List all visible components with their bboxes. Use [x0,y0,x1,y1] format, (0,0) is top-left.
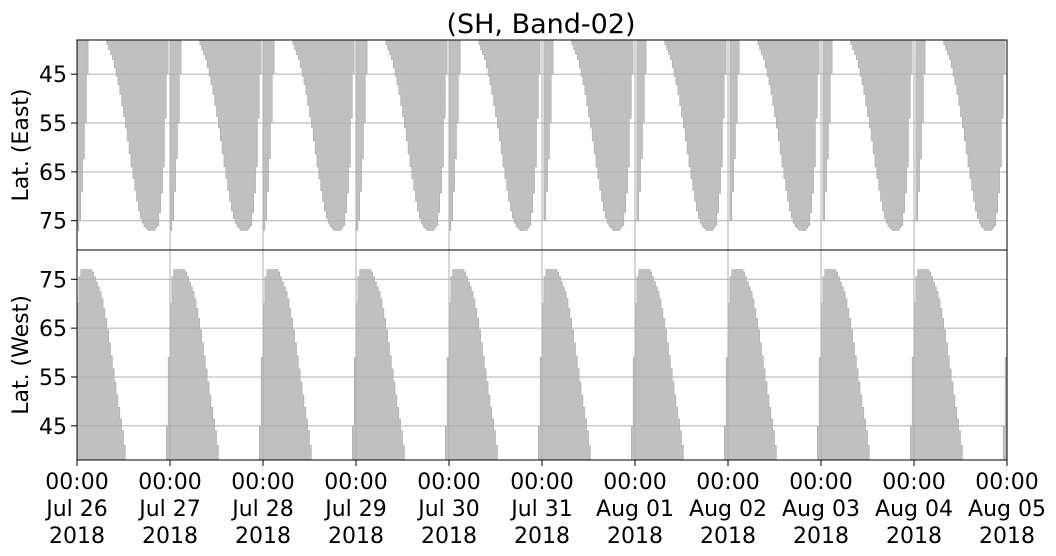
xtick-label: 00:00 [231,470,294,495]
xtick-label: Aug 05 [968,497,1046,522]
xtick-label: 00:00 [603,470,666,495]
coverage-fragment [559,298,562,314]
panel-east-coverage [77,40,1007,250]
panel-east-y-ticks: 45 55 65 75 [39,63,77,235]
xtick-label: Aug 01 [596,497,674,522]
xtick-label: 00:00 [510,470,573,495]
xtick-label: Aug 03 [782,497,860,522]
xtick-label: Jul 28 [230,497,294,522]
xtick-label: 00:00 [882,470,945,495]
panel-west-ytick-label: 45 [39,415,67,440]
xtick-label: 00:00 [975,470,1038,495]
xtick-label: 2018 [328,524,384,549]
xtick-label: 00:00 [696,470,759,495]
panel-west-grid [77,250,1007,460]
panel-east-ytick-label: 55 [39,112,67,137]
panel-west-ytick-label: 75 [39,268,67,293]
panel-west: 75 65 55 45 Lat. (West) [9,250,1007,460]
panel-west-frame [76,249,1008,461]
xtick-label: Jul 29 [323,497,387,522]
xtick-label: 00:00 [417,470,480,495]
panel-west-ylabel: Lat. (West) [9,295,34,415]
xtick-label: 2018 [235,524,291,549]
panel-east-grid [77,40,1007,250]
xtick-label: 2018 [142,524,198,549]
panel-west-ytick-label: 65 [39,317,67,342]
panel-east-ylabel: Lat. (East) [9,89,34,202]
chart-title: (SH, Band-02) [446,9,635,40]
panel-east-ytick-label: 75 [39,210,67,235]
xtick-label: 2018 [979,524,1035,549]
xtick-label: 00:00 [789,470,852,495]
panel-west-y-ticks: 75 65 55 45 [39,268,77,440]
xtick-label: Aug 04 [875,497,953,522]
xtick-label: Jul 31 [509,497,573,522]
xtick-label: Aug 02 [689,497,767,522]
xtick-label: 2018 [49,524,105,549]
panel-east: 45 55 65 75 Lat. (East) [9,40,1007,250]
panel-west-ytick-label: 55 [39,366,67,391]
xtick-label: 2018 [607,524,663,549]
xtick-label: 2018 [700,524,756,549]
xtick-label: 2018 [886,524,942,549]
xtick-label: 2018 [514,524,570,549]
coverage-fragment [747,357,750,363]
panel-east-ytick-label: 45 [39,63,67,88]
xtick-label: Jul 30 [416,497,480,522]
xtick-label: 2018 [421,524,477,549]
xtick-label: 00:00 [138,470,201,495]
xtick-label: 2018 [793,524,849,549]
panel-east-ytick-label: 65 [39,161,67,186]
xtick-label: 00:00 [45,470,108,495]
coverage-fragment [753,357,756,363]
xtick-label: Jul 27 [137,497,201,522]
xtick-label: 00:00 [324,470,387,495]
xtick-label: Jul 26 [44,497,108,522]
